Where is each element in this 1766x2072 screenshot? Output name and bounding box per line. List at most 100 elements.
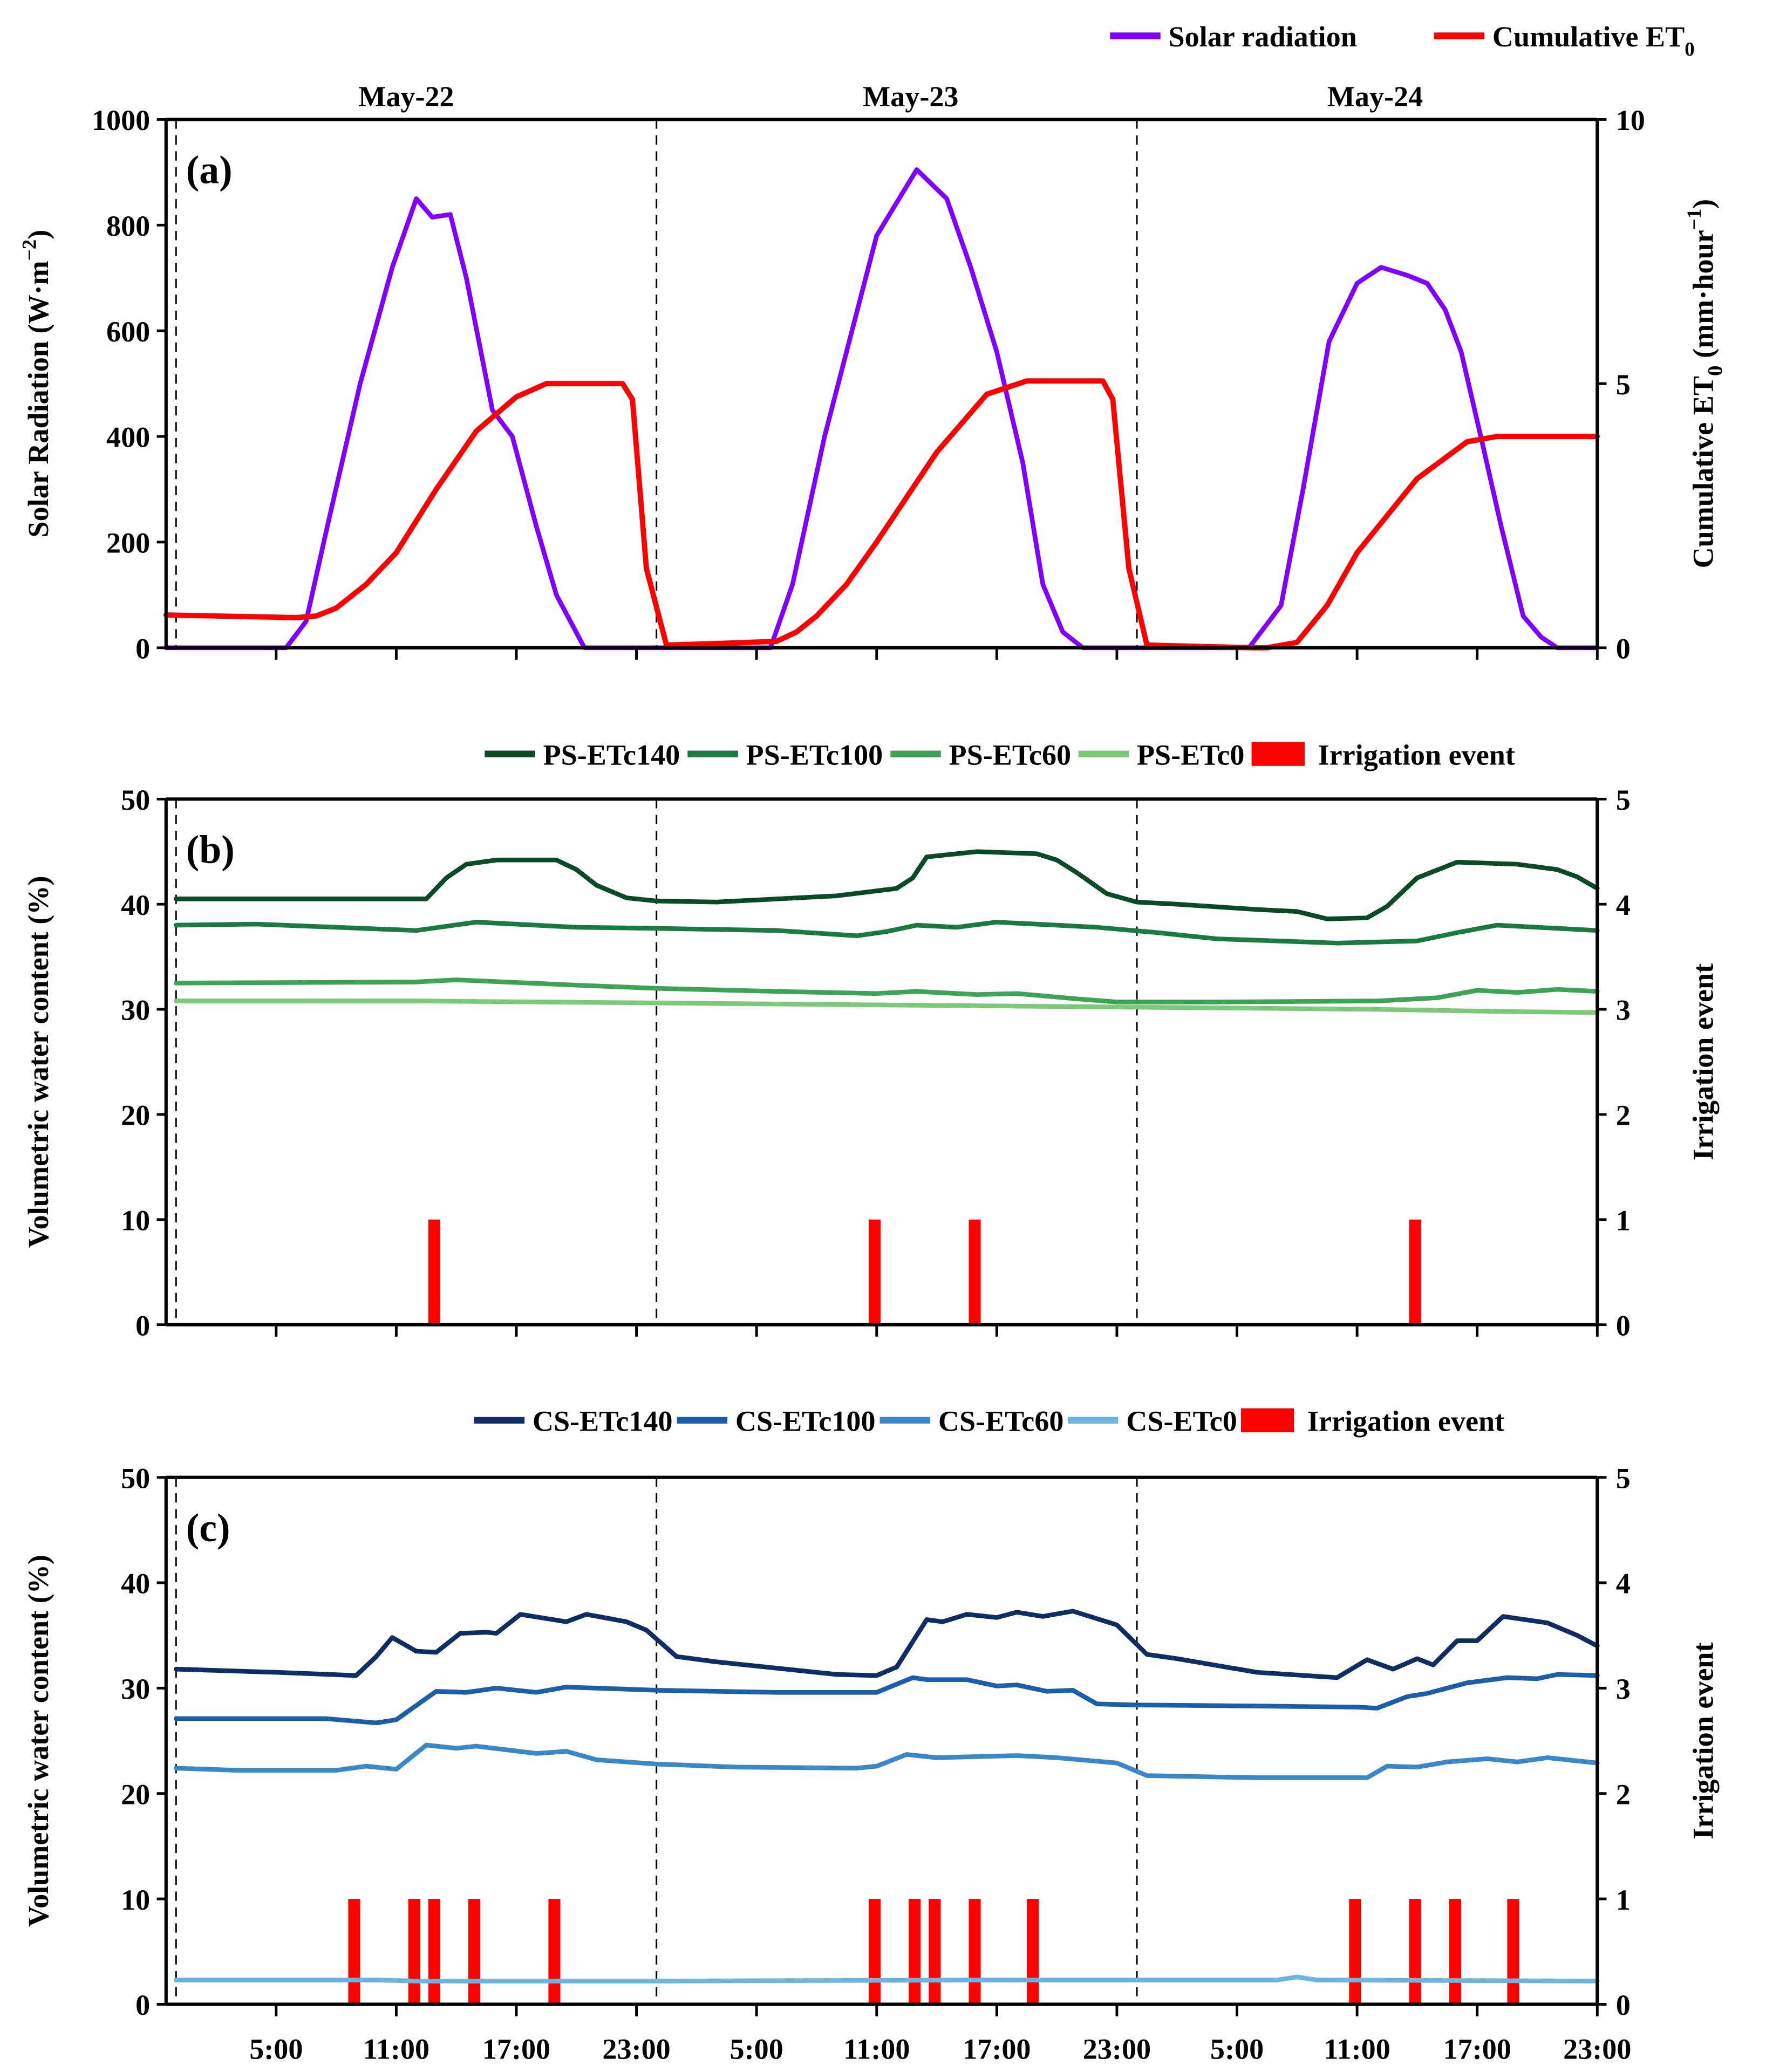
legend-label: Irrigation event [1307, 1405, 1504, 1438]
y-tick-label: 50 [121, 784, 150, 816]
legend-label: Cumulative ET0 [1492, 20, 1695, 60]
irrigation-bar [868, 1899, 881, 2005]
y2-tick-label: 0 [1616, 632, 1631, 665]
legend: CS-ETc140 CS-ETc100 CS-ETc60 CS-ETc0 Irrigat… [474, 1405, 1504, 1438]
x-tick-label: 23:00 [1563, 2033, 1631, 2065]
y2-axis-title-end: ) [1687, 199, 1719, 209]
panel-b: 0 10 20 30 40 50 0 1 2 3 4 5 (b) Volumetric water con… [22, 738, 1720, 1342]
legend-swatch [1251, 742, 1305, 766]
legend: PS-ETc140 PS-ETc100 PS-ETc60 PS-ETc0 Irrigat… [485, 738, 1515, 771]
y-tick-label: 600 [106, 316, 150, 348]
y-tick-label: 40 [121, 1568, 150, 1600]
legend-label-text: PS-ETc60 [949, 738, 1072, 771]
x-tick-label: 17:00 [1443, 2033, 1511, 2065]
legend-label: PS-ETc0 [1137, 738, 1245, 771]
y2-axis-title: Irrigation event [1687, 963, 1719, 1160]
y2-axis-title-mid: (mm·hour [1687, 230, 1719, 365]
y2-tick-label: 4 [1616, 1568, 1631, 1600]
panel-c: 5:00 11:00 17:00 23:00 5:00 11:00 17:00 23:00 5:… [22, 1405, 1720, 2066]
y2-tick-label: 4 [1616, 889, 1631, 921]
y-tick-label: 400 [106, 421, 150, 454]
y2-axis-title-sub: 0 [1703, 365, 1727, 376]
legend-label-sub: 0 [1685, 38, 1694, 60]
y-axis-title: Volumetric water content (%) [22, 1555, 54, 1927]
y-axis-title-sup: −2 [18, 240, 40, 261]
date-label: May-22 [358, 80, 454, 113]
y-tick-label: 30 [121, 1673, 150, 1705]
x-tick-label: 11:00 [363, 2033, 429, 2065]
legend-label: PS-ETc140 [543, 738, 680, 771]
legend-label: CS-ETc140 [533, 1405, 673, 1438]
irrigation-bar [868, 1219, 881, 1325]
irrigation-bar [428, 1219, 440, 1325]
panel-a: 0 200 400 600 800 1000 0 5 10 (a) May-22 May-23 May-… [18, 20, 1727, 665]
y-tick-label: 1000 [92, 104, 150, 136]
legend-label: CS-ETc100 [735, 1405, 876, 1438]
series-line-ps-etc60 [173, 977, 1600, 1004]
legend-label: PS-ETc100 [746, 738, 883, 771]
y2-tick-label: 0 [1616, 1309, 1631, 1342]
x-tick-label: 5:00 [730, 2033, 783, 2065]
panel-label: (b) [186, 827, 235, 871]
legend-label-text: CS-ETc0 [1126, 1405, 1237, 1438]
series-line-ps-etc100 [173, 920, 1600, 946]
y2-tick-label: 5 [1616, 368, 1631, 401]
y2-tick-label: 5 [1616, 1462, 1631, 1494]
y-tick-label: 20 [121, 1099, 150, 1132]
y2-tick-label: 10 [1616, 104, 1645, 136]
y-axis-title-text: Solar Radiation (W·m [22, 261, 54, 537]
y-axis-title: Solar Radiation (W·m−2) [18, 230, 54, 538]
date-label: May-24 [1327, 80, 1423, 113]
y2-tick-label: 0 [1616, 1989, 1631, 2021]
y-axis-title-end: ) [22, 230, 54, 240]
y-tick-label: 800 [106, 210, 150, 242]
y2-axis-title: Irrigation event [1687, 1642, 1719, 1839]
y2-tick-label: 3 [1616, 1673, 1631, 1705]
y-tick-label: 30 [121, 994, 150, 1027]
irrigation-bar [428, 1899, 440, 2005]
x-tick-label: 23:00 [1083, 2033, 1151, 2065]
irrigation-bar [1449, 1899, 1461, 2005]
x-tick-label: 23:00 [602, 2033, 670, 2065]
irrigation-bar [1027, 1899, 1039, 2005]
legend-label: PS-ETc60 [949, 738, 1072, 771]
legend-label-text: CS-ETc100 [735, 1405, 876, 1438]
legend-label: Irrigation event [1318, 738, 1515, 771]
y2-axis-title-sup: −1 [1683, 209, 1705, 230]
irrigation-bar [1409, 1899, 1421, 2005]
legend-label-text: Cumulative ET [1492, 20, 1685, 53]
y2-tick-label: 5 [1616, 784, 1631, 816]
irrigation-bar [969, 1899, 981, 2005]
y-tick-label: 0 [135, 632, 150, 665]
legend-label-text: PS-ETc100 [746, 738, 883, 771]
legend-swatch [1240, 1408, 1294, 1432]
date-label: May-23 [863, 80, 958, 113]
y-tick-label: 50 [121, 1462, 150, 1494]
series-line-ps-etc0 [173, 999, 1600, 1015]
irrigation-bar [1507, 1899, 1519, 2005]
y2-axis-title-text: Irrigation event [1687, 1642, 1719, 1839]
x-tick-label: 5:00 [249, 2033, 303, 2065]
irrigation-bar [348, 1899, 360, 2005]
legend-label-text: PS-ETc0 [1137, 738, 1245, 771]
y2-tick-label: 1 [1616, 1884, 1631, 1916]
y2-tick-label: 2 [1616, 1099, 1631, 1132]
y-axis-title-text: Volumetric water content (%) [22, 1555, 54, 1927]
legend-label: CS-ETc60 [938, 1405, 1064, 1438]
series-line-ps-etc140 [173, 849, 1600, 921]
series-line-cs-etc0 [173, 1974, 1600, 1984]
y-tick-label: 200 [106, 527, 150, 559]
series-line-cs-etc140 [173, 1609, 1600, 1680]
legend-label-text: CS-ETc60 [938, 1405, 1064, 1438]
legend-label: Solar radiation [1169, 20, 1357, 53]
legend-label-text: Solar radiation [1169, 20, 1357, 53]
irrigation-bar [1349, 1899, 1361, 2005]
panel-label: (a) [186, 148, 233, 192]
y-tick-label: 20 [121, 1778, 150, 1810]
series-line-solar-radiation [163, 167, 1600, 651]
series-line-cs-etc60 [173, 1742, 1600, 1780]
y-tick-label: 40 [121, 889, 150, 921]
x-tick-label: 11:00 [1324, 2033, 1390, 2065]
series-line-cs-etc100 [173, 1672, 1600, 1726]
